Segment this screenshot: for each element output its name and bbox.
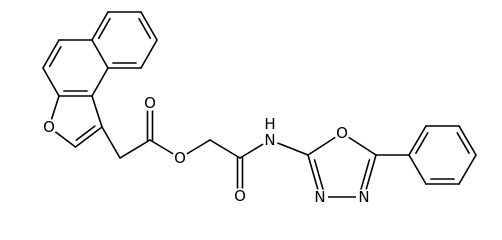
atom-label: O [144, 94, 156, 112]
atom-label: N [358, 188, 369, 206]
atom-label: H [264, 115, 275, 133]
label-bg [312, 189, 328, 205]
bond [458, 154, 477, 185]
bond [408, 154, 427, 185]
bond [313, 159, 324, 191]
page: {"atom_labels": ["O", "O", "O", "O", "N"… [41, 11, 477, 206]
atom-label: O [174, 149, 186, 167]
bond [74, 126, 103, 148]
bond [408, 125, 427, 156]
label-bg [232, 188, 248, 204]
label-bg [262, 132, 278, 148]
atom-label: N [264, 131, 275, 149]
label-bg [41, 119, 57, 135]
atom-label: O [336, 124, 348, 142]
bond [101, 126, 121, 159]
bond [91, 11, 109, 41]
atom-labels: O O O O N H O N N [41, 94, 372, 206]
atom-label: O [234, 187, 246, 205]
label-bg [142, 95, 158, 111]
label-bg [356, 189, 372, 205]
atom-label: O [43, 118, 55, 136]
structure-diagram: O O O O N H O N N [41, 11, 477, 206]
atom-label: N [314, 188, 325, 206]
bond [42, 67, 60, 97]
bond [456, 132, 470, 154]
bond [48, 45, 62, 68]
bond [209, 139, 241, 159]
label-bg [172, 150, 188, 166]
bond [75, 125, 96, 141]
bond [360, 159, 371, 191]
bond [140, 39, 158, 69]
bond [91, 95, 103, 128]
bond [91, 67, 109, 97]
bonds [42, 11, 477, 198]
bond [140, 11, 158, 41]
bond [42, 39, 60, 69]
bond [91, 39, 109, 69]
label-bg [334, 125, 350, 141]
bond [138, 17, 152, 40]
bond [97, 17, 111, 40]
bond [415, 132, 429, 154]
bond [458, 125, 477, 156]
bond [119, 139, 151, 159]
